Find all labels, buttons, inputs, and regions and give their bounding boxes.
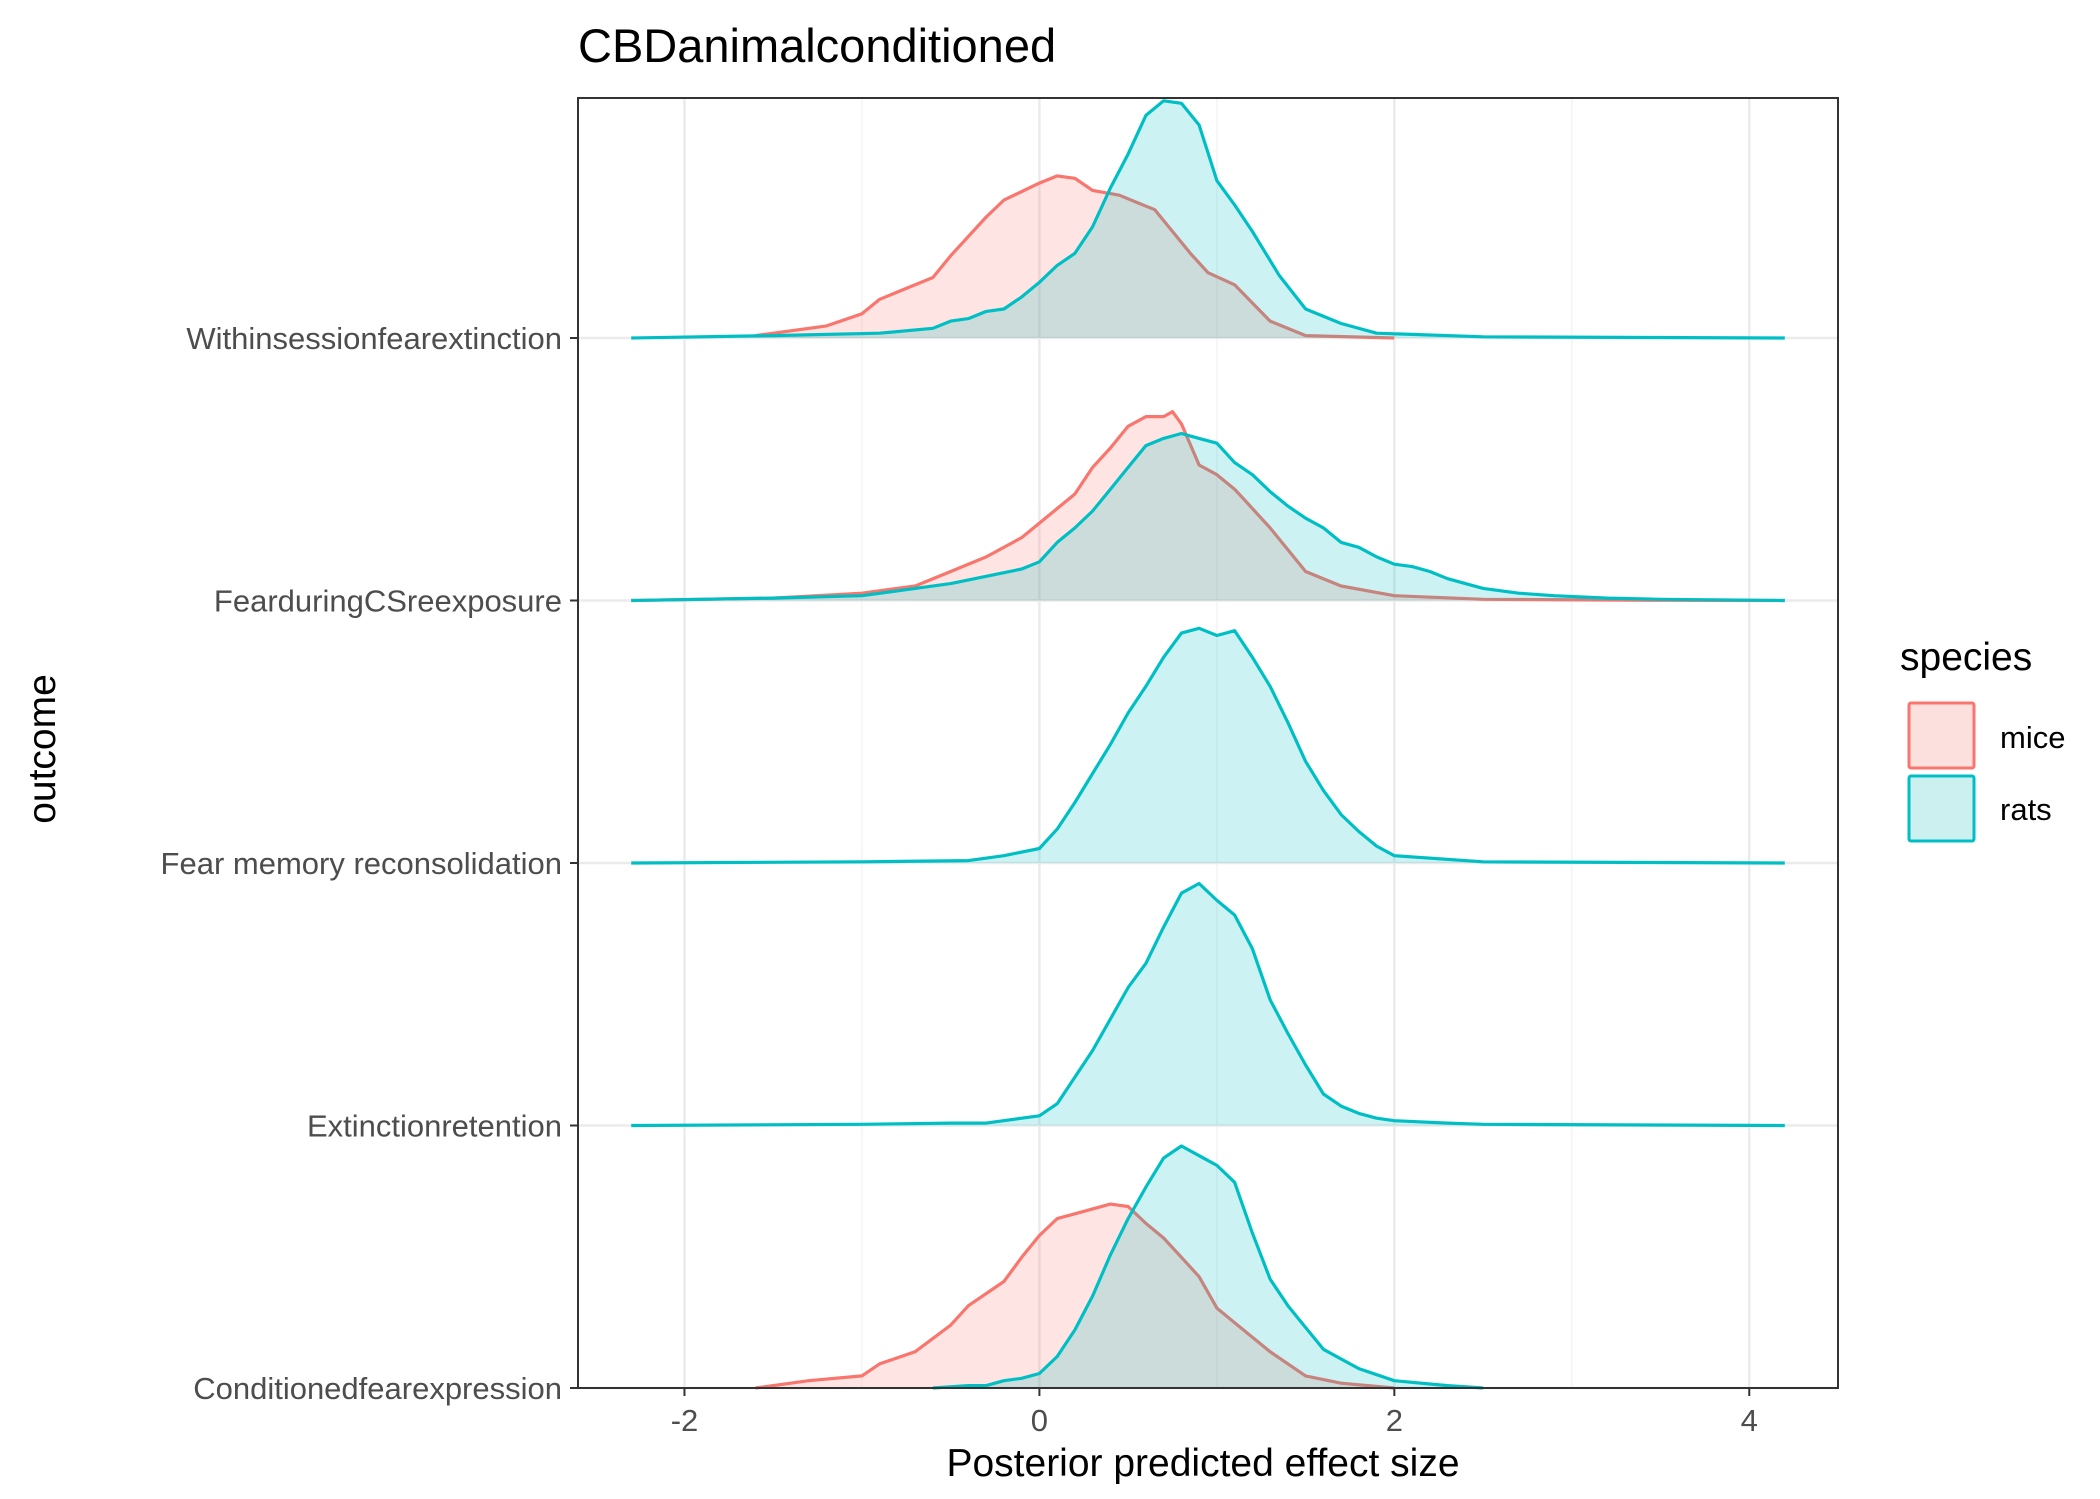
rats-density-fill	[631, 883, 1785, 1126]
mice-density-line	[755, 174, 1395, 340]
rats-density-line	[631, 99, 1785, 340]
rats-density-fill	[932, 1146, 1484, 1388]
y-tick-label: Fear memory reconsolidation	[161, 846, 562, 881]
x-axis-title: Posterior predicted effect size	[946, 1442, 1459, 1485]
density-layer	[631, 99, 1785, 1390]
rats-density-line	[631, 626, 1785, 865]
chart-title: CBDanimalconditioned	[578, 19, 1056, 72]
legend-label-mice: mice	[2000, 720, 2065, 755]
rats-density-fill	[631, 628, 1785, 863]
plot-panel-border	[577, 97, 1839, 1389]
legend-key-mice	[1907, 701, 1976, 770]
x-tick-label: 0	[1031, 1403, 1048, 1438]
rats-density-fill	[631, 100, 1785, 338]
x-tick-label: 2	[1386, 1403, 1403, 1438]
rats-density-line	[631, 881, 1785, 1128]
legend-label-rats: rats	[2000, 792, 2052, 827]
y-axis: Conditionedfearexpression Extinctionreten…	[161, 321, 578, 1406]
y-axis-title: outcome	[21, 674, 64, 824]
y-tick-label: FearduringCSreexposure	[214, 584, 562, 619]
y-tick-label: Extinctionretention	[307, 1109, 562, 1144]
x-tick-label: -2	[671, 1403, 699, 1438]
rats-density-line	[631, 431, 1785, 603]
legend-title: species	[1900, 636, 2032, 679]
x-tick-label: 4	[1741, 1403, 1758, 1438]
y-tick-label: Withinsessionfearextinction	[186, 321, 562, 356]
mice-density-fill	[755, 175, 1395, 338]
mice-density-fill	[755, 1204, 1395, 1388]
x-axis: -2 0 2 4	[671, 1388, 1758, 1438]
legend-key-rats	[1907, 774, 1976, 843]
y-tick-label: Conditionedfearexpression	[193, 1371, 562, 1406]
mice-density-line	[631, 410, 1785, 603]
mice-density-line	[755, 1202, 1395, 1390]
rats-density-line	[932, 1144, 1484, 1390]
rats-density-fill	[631, 433, 1785, 601]
legend: species mice rats	[1900, 636, 2065, 843]
mice-density-fill	[631, 411, 1785, 601]
